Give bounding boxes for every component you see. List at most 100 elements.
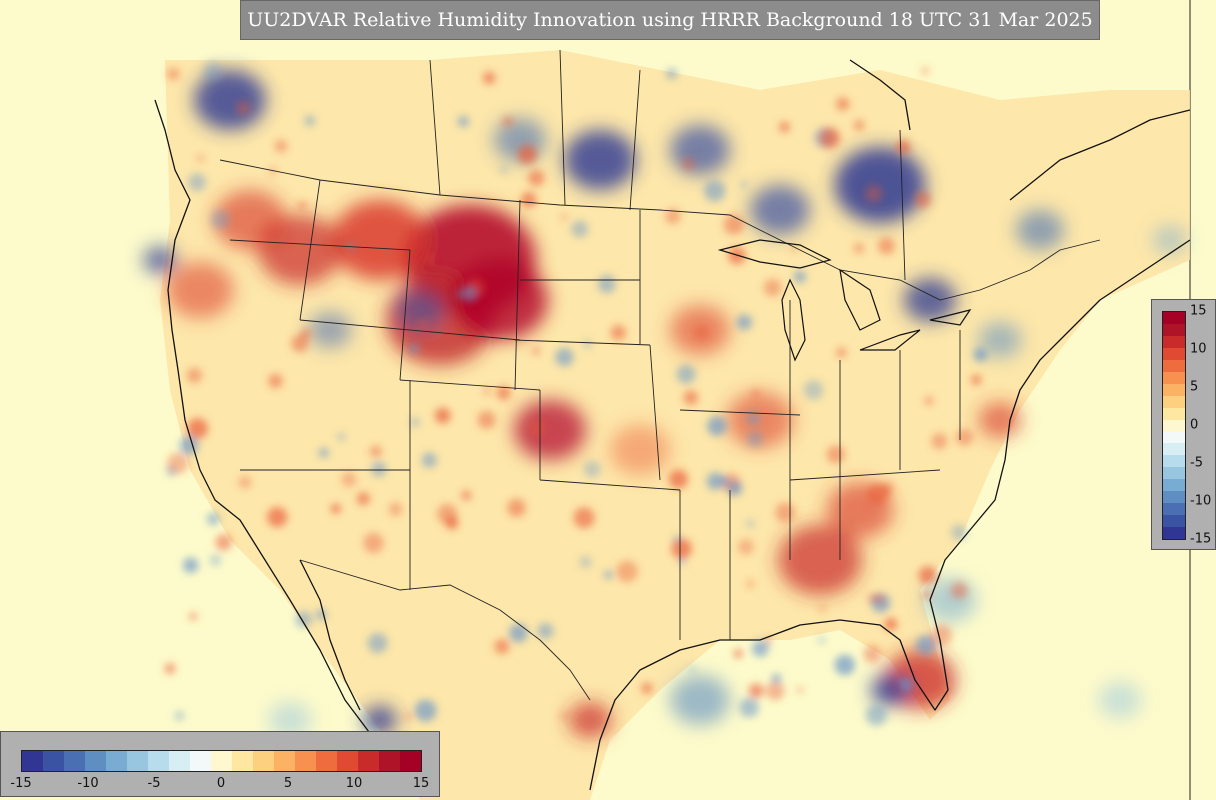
field-speckle: [268, 373, 283, 389]
field-speckle: [583, 460, 601, 478]
colorbar-segment: [64, 751, 85, 771]
field-speckle: [864, 184, 883, 203]
lake-huron: [839, 268, 881, 331]
field-speckle: [671, 538, 692, 559]
field-speckle: [826, 445, 845, 464]
field-speckle: [414, 699, 437, 722]
field-speckle: [455, 289, 466, 299]
field-speckle: [915, 634, 937, 656]
colorbar-segment: [1163, 383, 1185, 396]
field-speckle: [746, 411, 760, 425]
field-blob: [923, 578, 977, 622]
field-speckle: [950, 582, 968, 599]
field-speckle: [727, 480, 743, 496]
field-speckle: [817, 636, 826, 645]
field-speckle: [188, 173, 207, 192]
field-speckle: [681, 157, 696, 171]
colorbar-segment: [148, 751, 169, 771]
field-speckle: [215, 534, 232, 551]
vbar-tick: -15: [1190, 531, 1212, 547]
field-blob: [903, 278, 957, 322]
field-speckle: [771, 673, 782, 684]
field-blob: [978, 402, 1022, 438]
field-speckle: [496, 386, 511, 400]
state-lines: [229, 179, 961, 640]
field-blob: [166, 262, 234, 318]
field-blob: [363, 706, 397, 734]
field-speckle: [733, 649, 743, 658]
field-speckle: [914, 191, 932, 208]
field-speckle: [956, 429, 973, 446]
us-mexico-border: [299, 559, 591, 701]
field-speckle: [337, 433, 345, 441]
field-speckle: [877, 237, 895, 255]
colorbar-segment: [232, 751, 253, 771]
field-speckle: [537, 622, 554, 640]
field-speckle: [528, 420, 546, 437]
field-blob: [514, 400, 586, 460]
field-speckle: [388, 502, 403, 516]
field-speckle: [918, 566, 937, 585]
horizontal-colorbar-gradient: [21, 750, 422, 772]
field-blob: [750, 185, 810, 235]
field-speckle: [683, 390, 699, 405]
field-speckle: [405, 713, 412, 720]
field-speckle: [267, 506, 288, 528]
field-speckle: [555, 347, 574, 367]
field-speckle: [747, 580, 754, 588]
field-blob: [214, 190, 286, 250]
colorbar-segment: [1163, 395, 1185, 408]
hudson-coast: [849, 59, 911, 131]
field-speckle: [922, 590, 931, 599]
field-speckle: [304, 115, 315, 127]
colorbar-segment: [295, 751, 316, 771]
colorbar-segment: [1163, 312, 1185, 324]
field-speckle: [483, 71, 496, 85]
field-speckle: [819, 605, 826, 612]
colorbar-segment: [85, 751, 106, 771]
field-speckle: [616, 560, 638, 583]
colorbar-segment: [211, 751, 232, 771]
field-speckle: [517, 144, 537, 165]
field-speckle: [896, 140, 911, 154]
field-speckle: [341, 472, 357, 487]
field-speckle: [210, 210, 230, 230]
vertical-colorbar: 15 10 5 0 -5 -10 -15: [1151, 299, 1216, 550]
lake-erie: [859, 329, 921, 351]
vbar-tick: 5: [1190, 379, 1199, 395]
field-speckle: [884, 618, 898, 631]
field-speckle: [665, 208, 681, 224]
field-speckle: [209, 554, 222, 567]
field-speckle: [207, 512, 220, 526]
field-speckle: [668, 469, 688, 489]
field-speckle: [561, 214, 568, 221]
field-speckle: [507, 498, 526, 518]
field-speckle: [819, 127, 841, 149]
field-blob: [143, 246, 177, 274]
field-blob: [726, 392, 794, 448]
field-speckle: [318, 448, 329, 458]
colorbar-segment: [1163, 407, 1185, 420]
hbar-tick: -5: [147, 776, 161, 791]
field-speckle: [866, 483, 889, 506]
field-speckle: [689, 666, 696, 673]
canada-provinces: [429, 49, 906, 281]
field-speckle: [461, 285, 479, 303]
field-speckle: [723, 214, 744, 235]
colorbar-segment: [127, 751, 148, 771]
field-speckle: [502, 116, 514, 127]
field-speckle: [298, 201, 307, 210]
colorbar-segment: [1163, 371, 1185, 384]
colorbar-segment: [1163, 491, 1185, 504]
field-speckle: [367, 633, 388, 653]
vbar-tick: -10: [1190, 493, 1212, 509]
field-speckle: [863, 645, 881, 663]
field-speckle: [693, 324, 710, 341]
field-speckle: [672, 534, 682, 544]
field-speckle: [418, 319, 428, 329]
field-speckle: [174, 711, 185, 721]
colorbar-segment: [1163, 347, 1185, 360]
field-speckle: [641, 682, 653, 694]
field-speckle: [796, 686, 804, 694]
